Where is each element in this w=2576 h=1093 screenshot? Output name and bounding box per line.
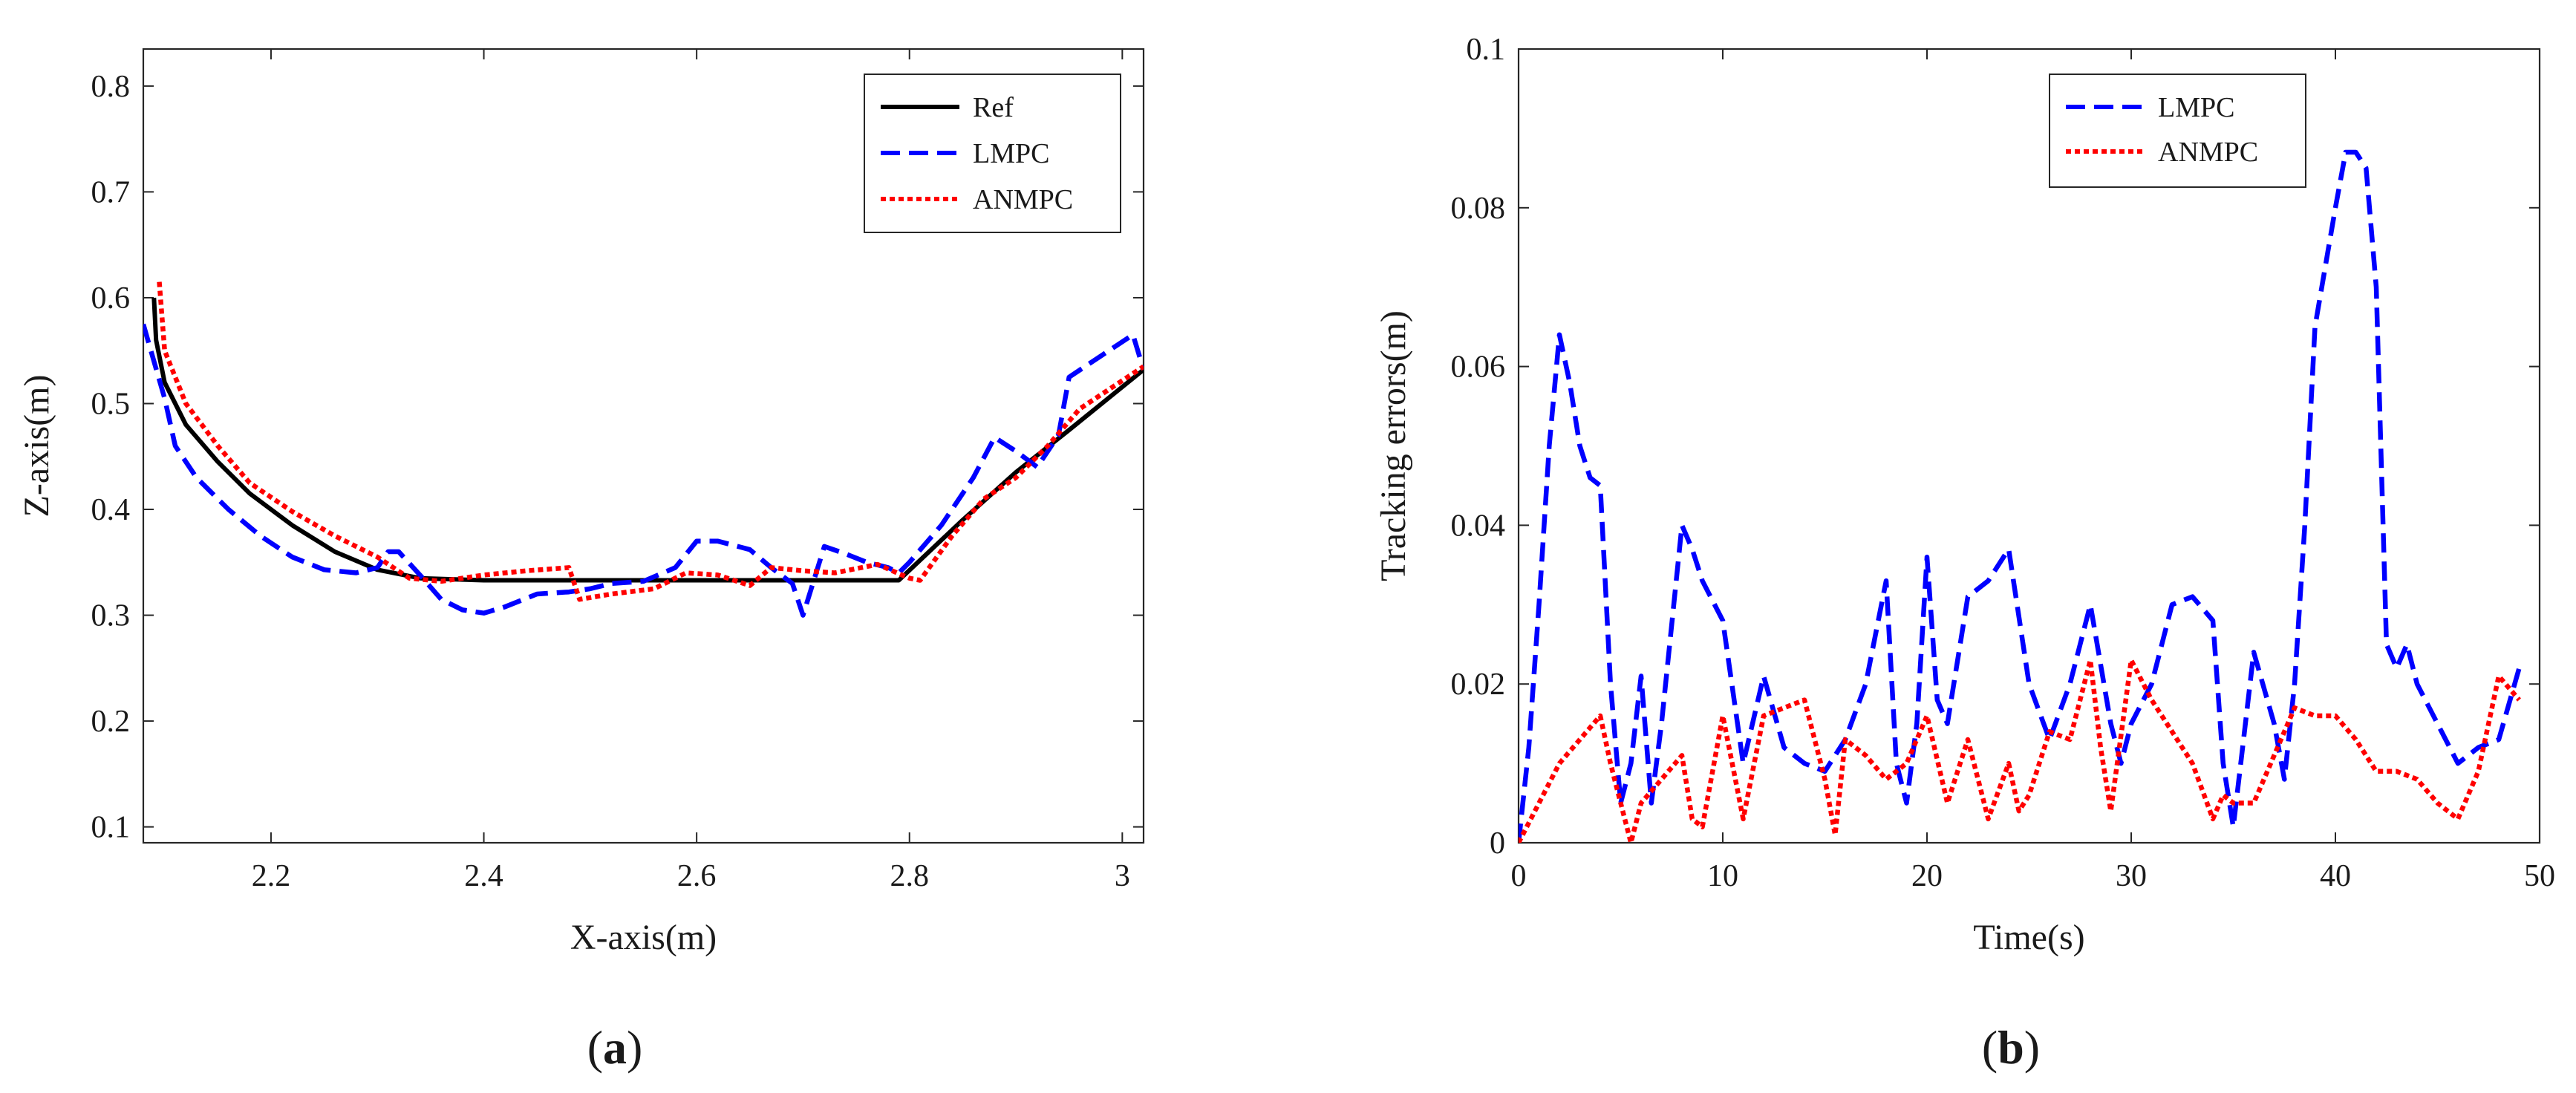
x-tick-label: 50 (2524, 859, 2555, 893)
panel-label-b: (b) (1982, 1021, 2040, 1074)
series-line-lmpc (1519, 149, 2522, 843)
x-tick-label: 10 (1707, 859, 1738, 893)
legend-label: LMPC (2158, 92, 2234, 123)
y-tick-label: 0.3 (91, 599, 131, 633)
x-axis-label: X-axis(m) (570, 918, 717, 957)
y-tick-label: 0.1 (91, 811, 131, 845)
chart-tracking-errors: 0 10 20 30 40 50 0 0.02 0.04 0.06 0.08 0.1 Time(s) Tr… (1374, 33, 2555, 957)
series-line-anmpc (1519, 657, 2521, 843)
y-tick-label: 0.08 (1451, 192, 1506, 226)
x-tick-label: 3 (1115, 859, 1130, 893)
panel-label-a: (a) (587, 1021, 643, 1074)
x-tick-label: 40 (2320, 859, 2351, 893)
y-tick-label: 0.4 (91, 493, 131, 527)
legend-label: LMPC (973, 138, 1049, 169)
y-tick-label: 0.2 (91, 705, 131, 739)
legend-box (864, 74, 1121, 233)
x-tick-label: 2.6 (677, 859, 717, 893)
x-tick-label: 2.4 (464, 859, 503, 893)
plot-area (1517, 48, 2541, 844)
y-tick-label: 0 (1490, 826, 1505, 861)
x-axis-label: Time(s) (1973, 918, 2084, 957)
legend-label: ANMPC (2158, 137, 2258, 168)
legend-box (2049, 74, 2306, 188)
legend: LMPC ANMPC (2049, 74, 2306, 188)
y-tick-label: 0.04 (1451, 509, 1506, 543)
y-tick-label: 0.02 (1451, 668, 1506, 702)
x-tick-label: 0 (1511, 859, 1527, 893)
x-tick-label: 30 (2116, 859, 2147, 893)
chart-trajectory: 2.2 2.4 2.6 2.8 3 0.1 0.2 0.3 0.4 0.5 0.6 0.7 0.8 X-a… (17, 48, 1145, 957)
y-tick-label: 0.1 (1467, 33, 1506, 67)
legend-label: Ref (973, 92, 1014, 123)
y-axis-label: Z-axis(m) (17, 375, 56, 518)
y-tick-label: 0.8 (91, 70, 131, 104)
series-line-anmpc (157, 281, 1144, 602)
x-tick-label: 20 (1911, 859, 1943, 893)
x-tick-label: 2.2 (252, 859, 291, 893)
x-tick-label: 2.8 (890, 859, 929, 893)
y-axis-label: Tracking errors(m) (1374, 310, 1413, 581)
series-layer (143, 281, 1144, 618)
legend: Ref LMPC ANMPC (864, 74, 1121, 233)
y-tick-label: 0.7 (91, 175, 131, 209)
y-tick-label: 0.06 (1451, 350, 1506, 385)
y-tick-label: 0.5 (91, 387, 131, 421)
y-tick-label: 0.6 (91, 281, 131, 316)
series-layer (1519, 149, 2522, 843)
legend-label: ANMPC (973, 184, 1073, 215)
series-line-lmpc (143, 323, 1144, 618)
